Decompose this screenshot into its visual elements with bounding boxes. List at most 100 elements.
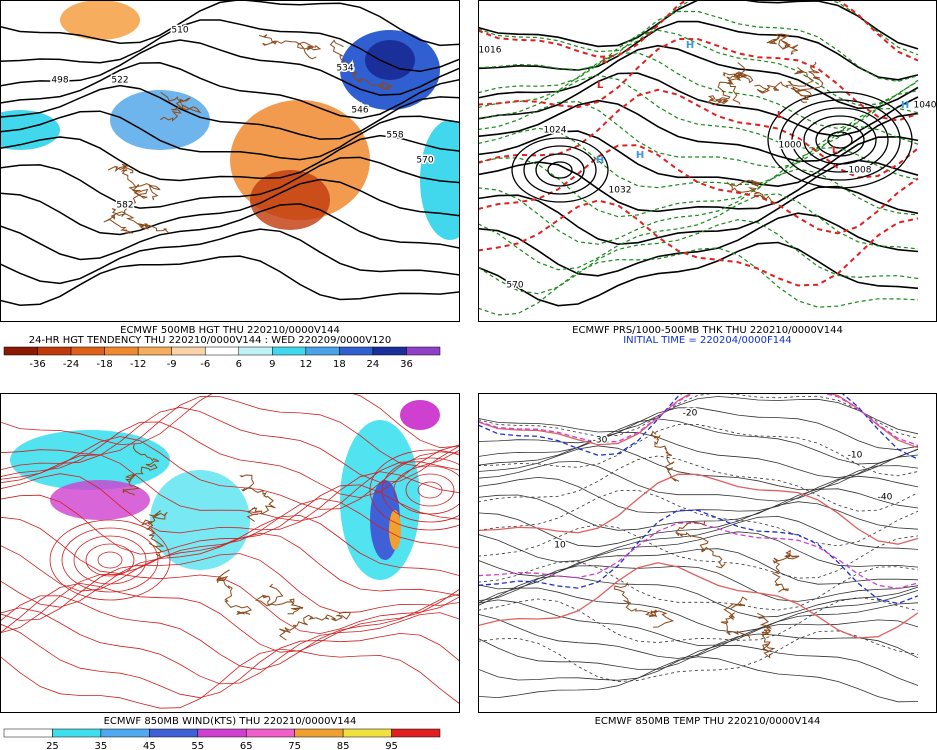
contour-line <box>478 460 919 502</box>
contour-line <box>478 144 919 235</box>
colorbar-swatch <box>238 346 273 356</box>
contour-label: 1016 <box>479 46 502 56</box>
colorbar-label: -9 <box>167 359 177 370</box>
contour-line <box>0 39 460 96</box>
colorbar-label: 9 <box>269 359 275 370</box>
colorbar-label: -12 <box>130 359 146 370</box>
caption: ECMWF 850MB TEMP THU 220210/0000V144 <box>595 716 821 727</box>
colorbar-swatch <box>3 728 53 738</box>
contour-line <box>0 203 460 261</box>
contour-label: -40 <box>878 493 893 503</box>
contour-label: 570 <box>506 281 523 291</box>
colorbar-swatch <box>52 728 102 738</box>
contour-line <box>0 255 460 306</box>
colorbar-label: 12 <box>299 359 312 370</box>
contour-label: 1040 <box>914 101 937 111</box>
colorbar-swatch <box>305 346 340 356</box>
contour-label: -10 <box>848 451 863 461</box>
coastline <box>122 443 351 641</box>
contour-line <box>0 607 460 685</box>
contour-label: -20 <box>683 409 698 419</box>
contour-line <box>478 0 919 50</box>
contour-line <box>0 84 460 140</box>
panel-border <box>0 393 460 713</box>
contour-ring <box>779 99 901 181</box>
caption: INITIAL TIME = 220204/0000F144 <box>623 335 792 346</box>
contour-ring <box>393 465 460 515</box>
contour-ring <box>767 91 913 189</box>
pressure-symbol: L <box>597 80 604 91</box>
contour-line <box>0 396 460 467</box>
contour-ring <box>49 519 171 601</box>
contour-label: -30 <box>593 436 608 446</box>
caption: ECMWF 500MB HGT THU 220210/0000V144 <box>120 325 340 336</box>
contour-ring <box>97 551 123 569</box>
contour-line <box>478 212 919 277</box>
contour-line <box>478 99 919 163</box>
contour-line <box>478 100 919 169</box>
contour-line <box>478 37 919 122</box>
contour-ring <box>61 527 159 593</box>
contour-line <box>478 565 919 602</box>
shaded-area <box>400 400 440 430</box>
contour-line <box>0 484 460 555</box>
colorbar-swatch <box>342 728 392 738</box>
shaded-area <box>60 0 140 40</box>
contour-label: 534 <box>336 64 353 74</box>
contour-line <box>0 593 460 671</box>
caption: ECMWF 850MB WIND(KTS) THU 220210/0000V14… <box>104 716 357 727</box>
contour-label: 10 <box>554 541 566 551</box>
contour-line <box>478 393 919 460</box>
contour-line <box>0 228 460 285</box>
colorbar-swatch <box>171 346 206 356</box>
contour-ring <box>73 535 147 585</box>
contour-line <box>478 407 919 451</box>
colorbar-swatch <box>104 346 139 356</box>
colorbar-label: 6 <box>236 359 242 370</box>
contour-line <box>478 613 919 659</box>
colorbar-swatch <box>137 346 172 356</box>
colorbar-swatch <box>100 728 150 738</box>
colorbar-swatch <box>391 728 441 738</box>
contour-ring <box>511 137 609 203</box>
contour-ring <box>85 543 135 577</box>
pressure-symbol: H <box>636 150 644 161</box>
colorbar-swatch <box>406 346 441 356</box>
contour-ring <box>405 473 455 507</box>
contour-label: 522 <box>111 76 128 86</box>
contour-label: 570 <box>416 156 433 166</box>
contour-line <box>478 587 919 633</box>
contour-line <box>478 489 919 547</box>
contour-line <box>478 44 919 110</box>
contour-line <box>478 599 919 646</box>
colorbar-swatch <box>70 346 105 356</box>
contour-ring <box>827 131 853 149</box>
contour-line <box>478 455 919 512</box>
pressure-symbol: H <box>901 100 909 111</box>
contour-ring <box>547 161 573 179</box>
contour-line <box>478 431 919 479</box>
contour-line <box>478 185 919 246</box>
colorbar-label: 75 <box>288 741 301 750</box>
contour-line <box>478 72 919 138</box>
contour-line <box>0 553 460 621</box>
colorbar-label: 35 <box>95 741 108 750</box>
contour-line <box>478 29 919 106</box>
contour-line <box>478 424 919 477</box>
contour-line <box>0 110 460 161</box>
contour-label: 582 <box>116 201 133 211</box>
pressure-symbol: H <box>596 155 604 166</box>
colorbar-label: 25 <box>46 741 59 750</box>
colorbar-label: -6 <box>200 359 210 370</box>
contour-line <box>478 488 919 531</box>
contour-line <box>0 0 460 47</box>
contour-line <box>0 454 460 522</box>
shaded-area <box>110 90 210 150</box>
contour-line <box>478 418 919 465</box>
map-area <box>0 393 460 709</box>
contour-line <box>478 597 919 643</box>
map-area: -20 -10 -30 10 -40 <box>478 393 919 703</box>
contour-line <box>478 509 919 605</box>
contour-ring <box>535 153 585 187</box>
